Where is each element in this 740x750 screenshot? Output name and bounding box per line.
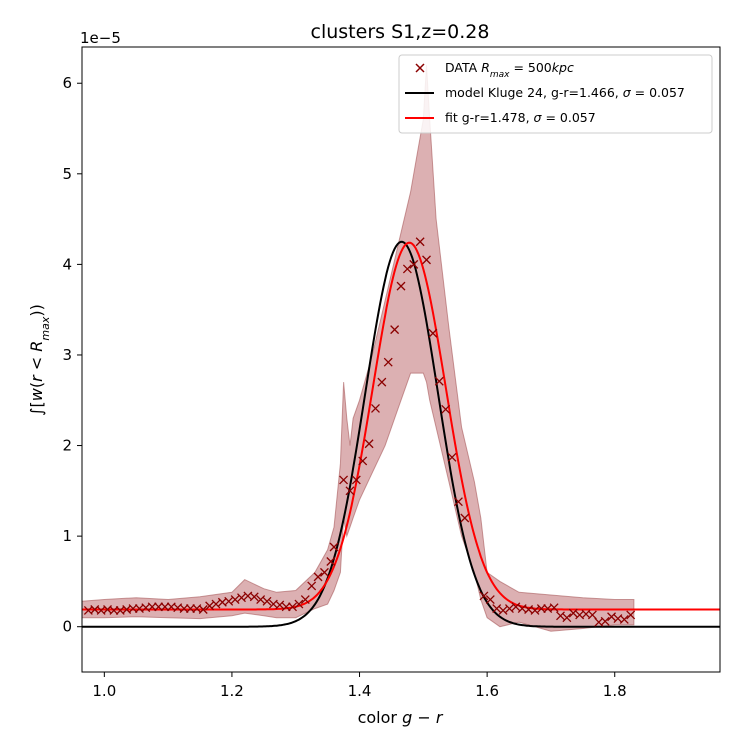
data-point [281, 602, 291, 612]
legend-label-fit: fit g-r=1.478, σ = 0.057 [445, 110, 596, 125]
data-point [415, 237, 425, 247]
data-point [383, 357, 393, 367]
data-point [147, 602, 157, 612]
data-point [364, 439, 374, 449]
data-point [288, 602, 297, 612]
y-tick-label: 6 [62, 74, 72, 92]
x-tick-label: 1.4 [348, 682, 372, 700]
data-point [434, 376, 444, 386]
data-point [377, 377, 387, 387]
y-tick-label: 3 [62, 346, 72, 364]
data-point [409, 259, 419, 269]
x-tick-label: 1.0 [92, 682, 116, 700]
data-point [485, 595, 495, 604]
data-point [600, 616, 610, 626]
data-point [511, 602, 521, 612]
data-point [186, 604, 195, 614]
data-point [109, 605, 119, 615]
data-point [422, 255, 431, 265]
legend-x-marker [415, 63, 425, 73]
data-point [262, 596, 272, 606]
data-point [479, 591, 489, 601]
data-point [626, 610, 636, 620]
offset-text: 1e−5 [80, 29, 121, 47]
data-point [505, 604, 514, 614]
x-axis: 1.0 1.2 1.4 1.6 1.8 [92, 672, 627, 700]
legend-item-model: model Kluge 24, g-r=1.466, σ = 0.057 [405, 85, 685, 100]
data-point [371, 403, 380, 413]
data-point [249, 592, 259, 602]
data-point [447, 452, 457, 462]
data-point [556, 611, 565, 621]
data-point [441, 404, 451, 414]
data-point [549, 603, 559, 613]
x-tick-label: 1.2 [220, 682, 244, 700]
data-point [351, 475, 361, 485]
data-point [460, 513, 470, 523]
data-point [358, 456, 368, 466]
legend-label-model: model Kluge 24, g-r=1.466, σ = 0.057 [445, 85, 685, 100]
y-axis: 0 1 2 3 4 5 6 [62, 74, 82, 636]
data-point [329, 542, 339, 552]
fit-curve [82, 241, 720, 611]
data-point [339, 475, 349, 485]
data-point [230, 595, 240, 604]
data-point [428, 328, 438, 338]
legend-item-fit: fit g-r=1.478, σ = 0.057 [405, 110, 596, 125]
y-tick-label: 5 [62, 165, 72, 183]
data-point [498, 605, 508, 615]
y-tick-label: 1 [62, 527, 72, 545]
data-point [275, 600, 285, 610]
y-tick-label: 2 [62, 437, 72, 455]
data-point [396, 281, 406, 291]
data-point [345, 486, 355, 496]
data-point [313, 572, 323, 582]
data-point [205, 601, 215, 611]
data-point [300, 595, 310, 604]
data-point [492, 604, 502, 614]
data-point [319, 567, 329, 577]
x-tick-label: 1.6 [475, 682, 499, 700]
data-points [83, 237, 636, 627]
data-point [536, 604, 546, 614]
data-point [530, 605, 540, 615]
data-point [307, 581, 317, 591]
data-point [154, 602, 164, 612]
data-point [453, 497, 463, 507]
data-point [607, 612, 616, 622]
data-point [326, 557, 336, 566]
data-point [224, 596, 234, 606]
data-point [402, 264, 412, 274]
data-point [294, 599, 304, 609]
data-point [179, 604, 189, 614]
data-point [256, 595, 266, 604]
x-tick-label: 1.8 [603, 682, 627, 700]
data-point [587, 610, 597, 620]
data-point [198, 605, 208, 614]
data-point [390, 325, 400, 335]
data-uncertainty-band [82, 65, 635, 632]
data-point [211, 599, 221, 609]
model-curve [82, 240, 720, 628]
plot-frame [81, 46, 721, 673]
data-point [128, 604, 138, 614]
data-point [619, 615, 629, 624]
chart-title: clusters S1,z=0.28 [311, 21, 490, 43]
data-point [562, 613, 572, 623]
y-tick-label: 0 [62, 618, 72, 636]
legend: DATA Rmax = 500kpc model Kluge 24, g-r=1… [398, 54, 713, 134]
y-tick-label: 4 [62, 255, 72, 273]
data-point [237, 593, 246, 603]
data-point [160, 602, 170, 612]
data-point [568, 608, 578, 618]
x-axis-label: color g − r [358, 708, 444, 727]
